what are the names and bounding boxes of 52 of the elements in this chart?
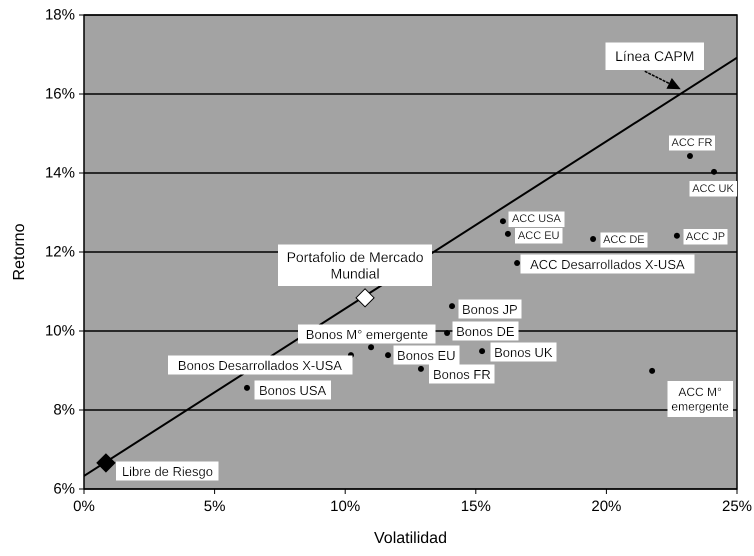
- series-label: Bonos USA: [258, 382, 327, 398]
- series-label: ACC M° emergente: [671, 384, 730, 414]
- point: [674, 232, 680, 239]
- series-label: ACC DE: [603, 234, 645, 246]
- x-tick-label: 25%: [722, 498, 752, 515]
- series-label: ACC Desarrollados X-USA: [530, 256, 685, 272]
- point: [368, 344, 374, 350]
- series-label: Bonos EU: [397, 348, 456, 363]
- series-label: Bonos FR: [432, 366, 491, 382]
- x-tick-label: 5%: [204, 498, 226, 515]
- series-label: Bonos M° emergente: [306, 326, 428, 342]
- x-axis-title: Volatilidad: [374, 530, 447, 547]
- point: [504, 230, 511, 237]
- point: [96, 453, 116, 472]
- point: [418, 366, 424, 372]
- y-tick-label: 6%: [53, 480, 75, 498]
- series-label: Bonos JP: [462, 302, 518, 317]
- y-tick-label: 18%: [44, 6, 75, 24]
- series-label: ACC EU: [518, 230, 560, 242]
- point: [444, 330, 450, 336]
- point: [649, 368, 656, 374]
- series-label: ACC FR: [672, 137, 713, 150]
- y-tick-label: 8%: [53, 402, 75, 418]
- point: [590, 236, 596, 242]
- point: [479, 348, 486, 354]
- y-axis-title: Retorno: [11, 223, 28, 280]
- series-label: ACC JP: [686, 230, 726, 243]
- series-label: ACC USA: [512, 213, 562, 226]
- series-label: ACC UK: [692, 182, 734, 195]
- x-tick-label: 10%: [330, 498, 360, 515]
- series-label: Libre de Riesgo: [122, 463, 214, 478]
- y-tick-label: 12%: [44, 244, 75, 260]
- y-tick-label: 16%: [44, 86, 75, 102]
- point: [244, 384, 250, 391]
- point: [686, 153, 693, 160]
- y-tick-label: 14%: [44, 164, 75, 182]
- x-tick-label: 20%: [591, 498, 622, 515]
- y-tick-label: 10%: [44, 322, 75, 340]
- series-label: Bonos UK: [494, 344, 553, 360]
- series-label: Portafolio de Mercado Mundial: [286, 248, 424, 282]
- point: [449, 303, 456, 310]
- point: [514, 260, 520, 266]
- series-label: Bonos Desarrollados X-USA: [178, 358, 342, 373]
- x-tick-label: 0%: [73, 498, 95, 515]
- series-label: Bonos DE: [456, 323, 515, 338]
- x-tick-label: 15%: [460, 498, 491, 515]
- point: [711, 168, 718, 175]
- point: [348, 352, 354, 358]
- point: [385, 352, 392, 358]
- point: [500, 218, 506, 224]
- point: [356, 288, 375, 308]
- annotation: Línea CAPM: [615, 48, 694, 64]
